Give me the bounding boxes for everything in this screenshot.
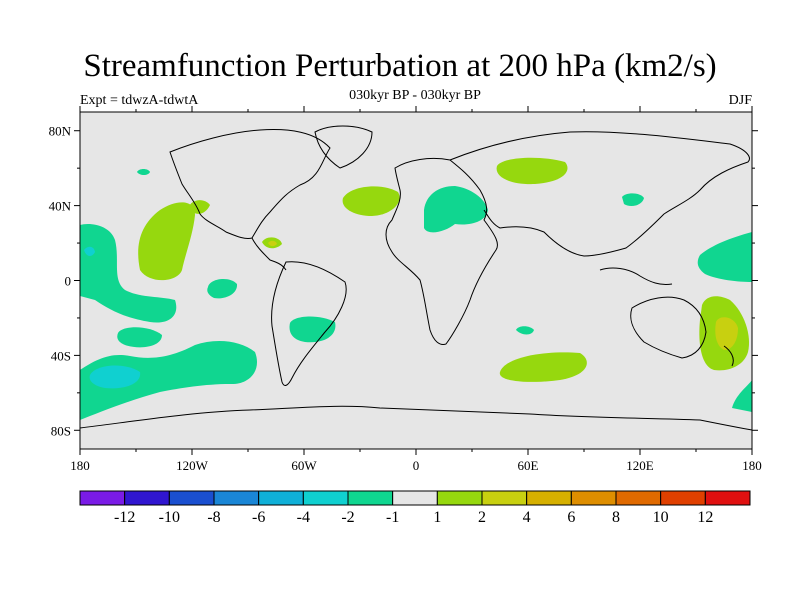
coastline-north-america — [169, 129, 331, 239]
anomaly-region-central-asia — [496, 157, 568, 185]
colorbar-label: 2 — [478, 509, 486, 526]
colorbar-swatch — [258, 490, 304, 506]
colorbar-label: -8 — [207, 509, 220, 526]
anomaly-region-east-pacific — [80, 223, 177, 323]
colorbar-swatch — [124, 490, 170, 506]
coastline-asia — [449, 131, 750, 257]
colorbar-swatch — [615, 490, 662, 506]
anomaly-region-south-pacific-small — [117, 327, 162, 348]
lon-tick-label: 60E — [518, 458, 539, 473]
colorbar: -12 -10 -8 -6 -4 -2 -1 1 2 4 6 8 10 12 — [79, 490, 751, 526]
coastline-europe-africa — [385, 157, 498, 345]
lat-tick-label: 80N — [49, 124, 72, 139]
colorbar-swatch — [213, 490, 260, 506]
anomaly-region-east-pacific-upper — [80, 340, 258, 420]
anomaly-region-north-pacific — [138, 202, 195, 281]
anomaly-fields — [80, 157, 752, 420]
experiment-label: Expt = tdwzA-tdwtA — [80, 93, 199, 108]
coastline-greenland — [314, 125, 373, 169]
colorbar-swatch — [526, 490, 572, 506]
colorbar-swatch — [704, 490, 751, 506]
anomaly-region-western-pacific — [697, 232, 752, 282]
colorbar-label: -2 — [341, 509, 354, 526]
anomaly-region-mediterranean — [424, 186, 488, 233]
lon-tick-label: 180 — [70, 458, 90, 473]
lat-tick-label: 40N — [49, 199, 72, 214]
colorbar-swatch — [79, 490, 126, 506]
colorbar-swatch — [481, 490, 528, 506]
colorbar-label: -10 — [159, 509, 180, 526]
lon-tick-label: 120W — [176, 458, 209, 473]
anomaly-region-south-pacific-core — [89, 365, 141, 389]
latitude-axis: 80N 40N 0 40S 80S — [49, 124, 758, 438]
anomaly-region-gulf-of-alaska — [188, 200, 210, 214]
colorbar-swatch — [302, 490, 349, 506]
anomaly-region-caribbean-core — [268, 240, 277, 247]
colorbar-label: 6 — [567, 509, 575, 526]
coastline-new-zealand — [723, 345, 734, 367]
colorbar-label: -4 — [297, 509, 310, 526]
anomaly-region-east-asia — [622, 193, 644, 206]
coastline-central-america — [251, 237, 287, 271]
lat-tick-label: 80S — [51, 423, 71, 438]
lat-tick-label: 0 — [65, 274, 72, 289]
colorbar-label: 12 — [697, 509, 713, 526]
colorbar-swatch — [168, 490, 215, 506]
anomaly-region-alaska-small — [137, 169, 150, 175]
anomaly-region-southern-ocean — [499, 352, 587, 382]
longitude-axis: 180 120W 60W 0 60E 120E 180 — [70, 106, 762, 473]
anomaly-region-southwest-atlantic — [289, 316, 336, 343]
colorbar-swatch — [660, 490, 706, 506]
colorbar-label: 4 — [523, 509, 531, 526]
colorbar-swatch — [436, 490, 483, 506]
colorbar-swatch — [570, 490, 617, 506]
coastline-antarctica — [80, 405, 752, 431]
plot-title: Streamfunction Perturbation at 200 hPa (… — [83, 48, 717, 84]
anomaly-region-tropical-east-pacific — [207, 278, 238, 299]
map-background — [80, 112, 752, 449]
colorbar-swatch — [392, 490, 438, 506]
colorbar-swatch — [347, 490, 394, 506]
colorbar-label: -1 — [386, 509, 399, 526]
anomaly-region-australia-core — [715, 317, 738, 350]
coastline-australia — [630, 296, 707, 359]
colorbar-label: 1 — [433, 509, 441, 526]
period-label: 030kyr BP - 030kyr BP — [349, 88, 481, 103]
anomaly-region-indian-ocean-small — [516, 326, 534, 335]
coastline-south-america — [271, 261, 347, 386]
anomaly-region-north-atlantic — [342, 186, 400, 216]
colorbar-label: 8 — [612, 509, 620, 526]
colorbar-label: -12 — [114, 509, 135, 526]
coastline-indonesia — [599, 267, 673, 285]
colorbar-label: -6 — [252, 509, 265, 526]
coastlines — [80, 125, 752, 431]
anomaly-region-southeast-pacific-edge — [732, 380, 752, 412]
lat-tick-label: 40S — [51, 348, 71, 363]
lon-tick-label: 180 — [742, 458, 762, 473]
colorbar-label: 10 — [653, 509, 669, 526]
lon-tick-label: 60W — [291, 458, 317, 473]
season-label: DJF — [728, 93, 752, 108]
lon-tick-label: 120E — [626, 458, 654, 473]
lon-tick-label: 0 — [413, 458, 420, 473]
anomaly-region-east-pacific-core — [84, 246, 95, 256]
